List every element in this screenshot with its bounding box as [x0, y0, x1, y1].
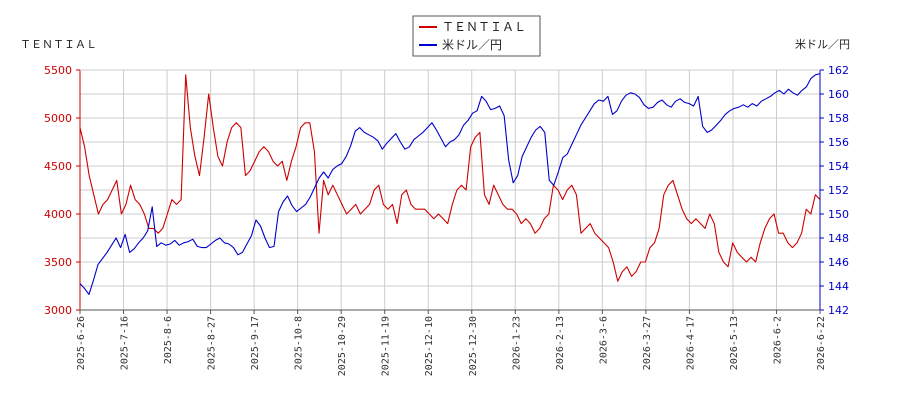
left-axis-ticks: 3000 3500 4000 4500 5000 5500: [44, 64, 80, 317]
x-tick-label: 2026-3-6: [598, 316, 609, 364]
left-axis-title: ＴＥＮＴＩＡＬ: [20, 38, 97, 51]
right-tick-label: 152: [828, 184, 849, 197]
x-axis-ticks: 2025-6-26 2025-7-16 2025-8-6 2025-8-27 2025-…: [76, 310, 827, 376]
x-tick-label: 2026-5-13: [729, 316, 740, 370]
x-tick-label: 2026-3-27: [642, 316, 653, 370]
legend-label-tential: ＴＥＮＴＩＡＬ: [442, 20, 526, 34]
series-line-tential: [79, 74, 821, 282]
left-tick-label: 5000: [44, 112, 72, 125]
x-tick-label: 2025-8-27: [207, 316, 218, 370]
x-tick-label: 2026-1-23: [511, 316, 522, 370]
x-tick-label: 2025-6-26: [76, 316, 87, 370]
right-tick-label: 144: [828, 280, 849, 293]
x-tick-label: 2025-10-29: [337, 316, 348, 376]
right-tick-label: 146: [828, 256, 849, 269]
x-tick-label: 2026-6-2: [772, 316, 783, 364]
x-tick-label: 2026-2-13: [555, 316, 566, 370]
right-tick-label: 154: [828, 160, 849, 173]
right-axis-ticks: 142 144 146 148 150 152 154 156 158 160 162: [820, 64, 849, 317]
right-tick-label: 160: [828, 88, 849, 101]
grid: [79, 69, 821, 311]
x-tick-label: 2025-10-8: [294, 316, 305, 370]
x-tick-label: 2026-6-22: [816, 316, 827, 370]
legend-box: [412, 15, 541, 57]
right-tick-label: 162: [828, 64, 849, 77]
x-tick-label: 2025-9-17: [250, 316, 261, 370]
legend: ＴＥＮＴＩＡＬ 米ドル／円: [412, 15, 541, 57]
x-tick-label: 2025-11-19: [381, 316, 392, 376]
x-tick-label: 2025-7-16: [120, 316, 131, 370]
left-tick-label: 4000: [44, 208, 72, 221]
right-axis-title: 米ドル／円: [795, 38, 850, 51]
left-tick-label: 4500: [44, 160, 72, 173]
right-tick-label: 156: [828, 136, 849, 149]
legend-label-usdjpy: 米ドル／円: [442, 38, 502, 52]
x-tick-label: 2025-12-30: [468, 316, 479, 376]
left-tick-label: 5500: [44, 64, 72, 77]
right-tick-label: 150: [828, 208, 849, 221]
left-tick-label: 3500: [44, 256, 72, 269]
series-line-usdjpy: [79, 73, 821, 295]
x-tick-label: 2025-8-6: [163, 316, 174, 364]
right-tick-label: 148: [828, 232, 849, 245]
right-tick-label: 158: [828, 112, 849, 125]
left-tick-label: 3000: [44, 304, 72, 317]
plot-area: [79, 73, 821, 295]
right-tick-label: 142: [828, 304, 849, 317]
x-tick-label: 2025-12-10: [424, 316, 435, 376]
x-tick-label: 2026-4-17: [685, 316, 696, 370]
